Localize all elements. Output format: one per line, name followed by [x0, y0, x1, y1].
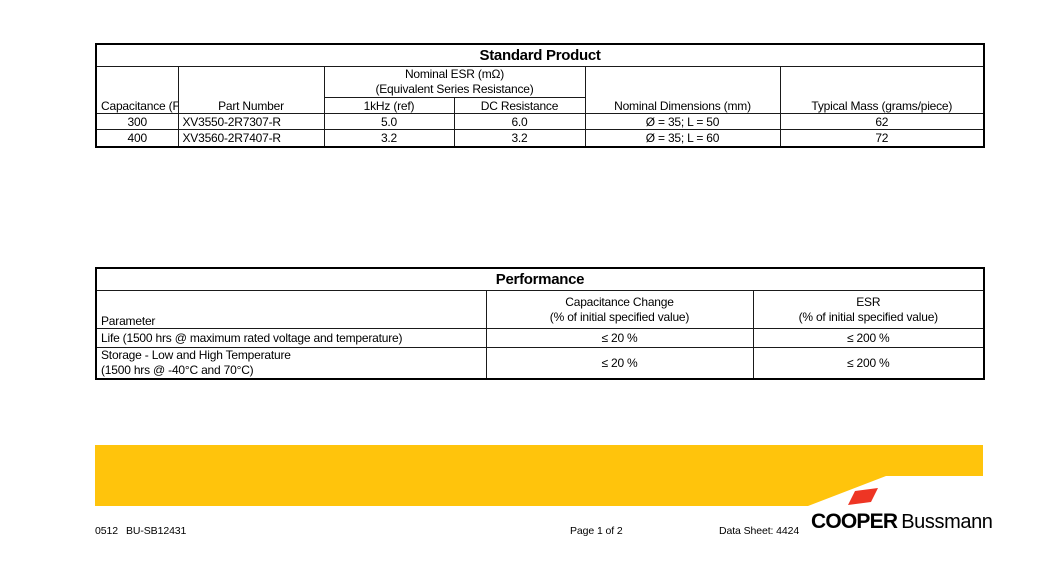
cell-parameter: Storage - Low and High Temperature (1500… — [95, 347, 487, 380]
footer-datasheet-number: Data Sheet: 4424 — [719, 525, 800, 537]
esr-group-line1: Nominal ESR (mΩ) — [404, 67, 505, 82]
column-header-mass: Typical Mass (grams/piece) — [779, 66, 985, 114]
esr-header-line2: (% of initial specified value) — [798, 309, 939, 324]
cell-capacitance-change: ≤ 20 % — [485, 328, 754, 348]
column-header-capacitance: Capacitance (F) — [95, 66, 179, 114]
footer-doc-date: 0512 — [95, 525, 118, 537]
cooper-logo-flag-icon — [848, 488, 878, 505]
parameter-line1: Storage - Low and High Temperature — [101, 348, 291, 362]
performance-title: Performance — [95, 267, 985, 291]
cell-part-number: XV3560-2R7407-R — [177, 129, 325, 148]
standard-product-table: Standard Product Capacitance (F) Part Nu… — [95, 43, 986, 148]
column-header-capacitance-change: Capacitance Change (% of initial specifi… — [485, 290, 754, 329]
cell-esr-dc: 3.2 — [453, 129, 586, 148]
cell-esr-dc: 6.0 — [453, 113, 586, 130]
footer-page-number: Page 1 of 2 — [570, 525, 623, 537]
table-row: Life (1500 hrs @ maximum rated voltage a… — [95, 328, 985, 348]
standard-product-title: Standard Product — [95, 43, 985, 67]
column-header-esr: ESR (% of initial specified value) — [752, 290, 985, 329]
parameter-line2: (1500 hrs @ -40°C and 70°C) — [101, 363, 254, 377]
column-group-header-esr: Nominal ESR (mΩ) (Equivalent Series Resi… — [323, 66, 586, 98]
cell-esr: ≤ 200 % — [752, 347, 985, 380]
cell-part-number: XV3550-2R7307-R — [177, 113, 325, 130]
cell-mass: 62 — [779, 113, 985, 130]
table-row: 400 XV3560-2R7407-R 3.2 3.2 Ø = 35; L = … — [95, 129, 985, 148]
esr-group-line2: (Equivalent Series Resistance) — [375, 82, 534, 96]
footer-doc-number: BU-SB12431 — [126, 525, 187, 537]
cell-dimensions: Ø = 35; L = 60 — [584, 129, 781, 148]
cell-capacitance: 400 — [95, 129, 179, 148]
column-header-dimensions: Nominal Dimensions (mm) — [584, 66, 781, 114]
cell-capacitance-change: ≤ 20 % — [485, 347, 754, 380]
column-header-part-number: Part Number — [177, 66, 325, 114]
esr-header-line1: ESR — [856, 294, 881, 309]
logo-bussmann-text: Bussmann — [901, 511, 993, 533]
capacitance-change-line2: (% of initial specified value) — [549, 309, 690, 324]
logo-cooper-text: COOPER — [811, 510, 898, 533]
capacitance-change-line1: Capacitance Change — [565, 294, 674, 309]
table-row: 300 XV3550-2R7307-R 5.0 6.0 Ø = 35; L = … — [95, 113, 985, 130]
table-row: Storage - Low and High Temperature (1500… — [95, 347, 985, 380]
performance-table: Performance Parameter Capacitance Change… — [95, 267, 986, 380]
banner-shape — [95, 445, 983, 506]
cell-dimensions: Ø = 35; L = 50 — [584, 113, 781, 130]
cell-esr-1khz: 5.0 — [323, 113, 455, 130]
cooper-bussmann-logo — [840, 485, 882, 509]
column-header-dc-resistance: DC Resistance — [453, 97, 586, 114]
column-header-parameter: Parameter — [95, 290, 487, 329]
cell-esr: ≤ 200 % — [752, 328, 985, 348]
cell-parameter: Life (1500 hrs @ maximum rated voltage a… — [95, 328, 487, 348]
cell-esr-1khz: 3.2 — [323, 129, 455, 148]
column-header-1khz: 1kHz (ref) — [323, 97, 455, 114]
cell-mass: 72 — [779, 129, 985, 148]
brand-banner — [95, 445, 983, 506]
cooper-bussmann-logo-text: COOPER Bussmann — [811, 510, 993, 534]
cell-capacitance: 300 — [95, 113, 179, 130]
